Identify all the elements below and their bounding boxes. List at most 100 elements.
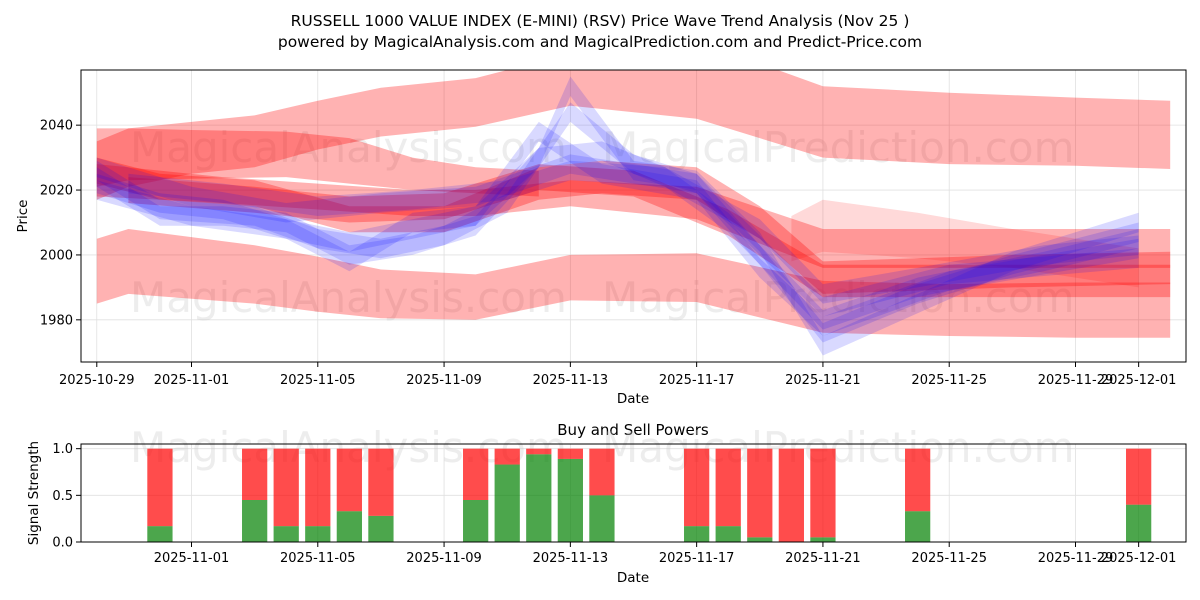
- sell-power-bar: [589, 448, 615, 496]
- sell-power-bar: [305, 448, 331, 527]
- buy-power-bar: [526, 454, 552, 542]
- signal-x-ticks: 2025-11-01 2025-11-05 2025-11-09 2025-11-13…: [154, 542, 1177, 566]
- sell-power-bar: [810, 448, 836, 538]
- bullish-wave-band-9: [96, 141, 1139, 330]
- bearish-wave-band-5: [96, 157, 1171, 294]
- buy-power-bar: [494, 464, 520, 542]
- price-x-tick-label: 2025-11-05: [280, 373, 356, 388]
- sell-power-bar: [684, 448, 710, 527]
- signal-watermarks: MagicalAnalysis.com MagicalPrediction.com: [130, 423, 1075, 472]
- buy-power-bar: [715, 526, 741, 542]
- sell-power-bar: [273, 448, 299, 527]
- signal-title: Buy and Sell Powers: [557, 421, 709, 439]
- price-plot-area: [81, 70, 1186, 362]
- signal-bars: [147, 448, 1152, 542]
- signal-x-tick-label: 2025-11-25: [911, 551, 987, 566]
- price-grid: [81, 70, 1186, 362]
- price-axes-frame: [80, 69, 1187, 363]
- price-watermarks: MagicalAnalysis.com MagicalPrediction.com…: [130, 123, 1075, 322]
- bearish-wave-band-0: [96, 70, 1171, 200]
- bullish-wave-band-11: [96, 121, 1139, 337]
- price-y-tick-label: 2000: [40, 248, 73, 263]
- signal-x-tick-label: 2025-12-01: [1101, 551, 1177, 566]
- price-y-tick-label: 2040: [40, 119, 73, 134]
- price-x-tick-label: 2025-11-09: [406, 373, 482, 388]
- price-y-tick-label: 1980: [40, 313, 73, 328]
- signal-x-tick-label: 2025-11-17: [659, 551, 735, 566]
- sell-power-bar: [336, 448, 362, 512]
- price-x-tick-label: 2025-11-29: [1038, 373, 1114, 388]
- price-y-ticks: 1980 2000 2020 2040: [40, 119, 81, 328]
- watermark-text: MagicalPrediction.com: [602, 123, 1075, 172]
- price-x-tick-label: 2025-11-21: [785, 373, 861, 388]
- signal-axes-frame: [80, 443, 1187, 543]
- main-subtitle: powered by MagicalAnalysis.com and Magic…: [278, 33, 922, 51]
- watermark-text: MagicalAnalysis.com: [130, 123, 567, 172]
- price-x-tick-label: 2025-11-13: [533, 373, 609, 388]
- price-x-label: Date: [617, 391, 649, 407]
- sell-power-bar: [557, 448, 583, 459]
- buy-power-bar: [684, 526, 710, 542]
- buy-power-bar: [242, 500, 268, 542]
- price-x-tick-label: 2025-11-17: [659, 373, 735, 388]
- price-y-tick-label: 2020: [40, 184, 73, 199]
- bullish-wave-band-12: [128, 160, 1139, 304]
- price-x-tick-label: 2025-10-29: [59, 373, 135, 388]
- price-x-ticks: 2025-10-29 2025-11-01 2025-11-05 2025-11-09…: [59, 362, 1176, 388]
- bearish-wave-band-4: [128, 164, 1171, 298]
- sell-power-bar: [494, 448, 520, 465]
- bearish-wave-band-1: [96, 229, 1171, 338]
- watermark-text: MagicalAnalysis.com: [130, 273, 567, 322]
- signal-x-tick-label: 2025-11-21: [785, 551, 861, 566]
- buy-power-bar: [747, 537, 773, 542]
- buy-power-bar: [368, 515, 394, 542]
- bearish-wave-band-3: [96, 164, 1171, 268]
- price-x-tick-label: 2025-12-01: [1101, 373, 1177, 388]
- buy-power-bar: [905, 511, 931, 542]
- signal-y-tick-label: 1.0: [52, 442, 73, 457]
- signal-y-tick-label: 0.5: [52, 489, 73, 504]
- sell-power-bar: [368, 448, 394, 516]
- sell-power-bar: [1126, 448, 1152, 505]
- buy-power-bar: [336, 511, 362, 542]
- signal-y-ticks: 0.0 0.5 1.0: [52, 442, 81, 551]
- signal-y-tick-label: 0.0: [52, 536, 73, 551]
- signal-x-tick-label: 2025-11-05: [280, 551, 356, 566]
- buy-power-bar: [1126, 504, 1152, 542]
- buy-power-bar: [810, 537, 836, 542]
- buy-power-bar: [557, 458, 583, 542]
- bearish-wave-band-2: [96, 128, 539, 197]
- price-chart: MagicalAnalysis.com MagicalPrediction.com…: [15, 69, 1187, 407]
- bullish-wave-band-8: [96, 102, 1139, 343]
- signal-x-tick-label: 2025-11-29: [1038, 551, 1114, 566]
- bearish-wave-band-6: [791, 199, 1139, 288]
- price-x-tick-label: 2025-11-01: [154, 373, 230, 388]
- main-title: RUSSELL 1000 VALUE INDEX (E-MINI) (RSV) …: [291, 12, 910, 30]
- watermark-text: MagicalPrediction.com: [602, 273, 1075, 322]
- sell-power-bar: [715, 448, 741, 527]
- sell-power-bar: [147, 448, 173, 527]
- signal-x-tick-label: 2025-11-13: [533, 551, 609, 566]
- signal-x-tick-label: 2025-11-01: [154, 551, 230, 566]
- buy-power-bar: [589, 495, 615, 542]
- buy-power-bar: [147, 526, 173, 542]
- buy-power-bar: [463, 500, 489, 542]
- watermark-text: MagicalPrediction.com: [602, 423, 1075, 472]
- sell-power-bar: [242, 448, 268, 500]
- price-x-tick-label: 2025-11-25: [911, 373, 987, 388]
- sell-power-bar: [747, 448, 773, 538]
- sell-power-bar: [905, 448, 931, 512]
- sell-power-bar: [463, 448, 489, 500]
- sell-power-bar: [778, 448, 804, 542]
- signal-x-tick-label: 2025-11-09: [406, 551, 482, 566]
- price-y-label: Price: [15, 200, 31, 233]
- buy-power-bar: [273, 526, 299, 542]
- signal-y-label: Signal Strength: [26, 441, 42, 545]
- wave-band-group: [96, 70, 1171, 356]
- sell-power-bar: [526, 448, 552, 455]
- wave-bands: [96, 70, 1171, 356]
- signal-chart: Buy and Sell Powers MagicalAnalysis.com M…: [26, 421, 1187, 586]
- signal-x-label: Date: [617, 570, 649, 586]
- buy-power-bar: [305, 526, 331, 542]
